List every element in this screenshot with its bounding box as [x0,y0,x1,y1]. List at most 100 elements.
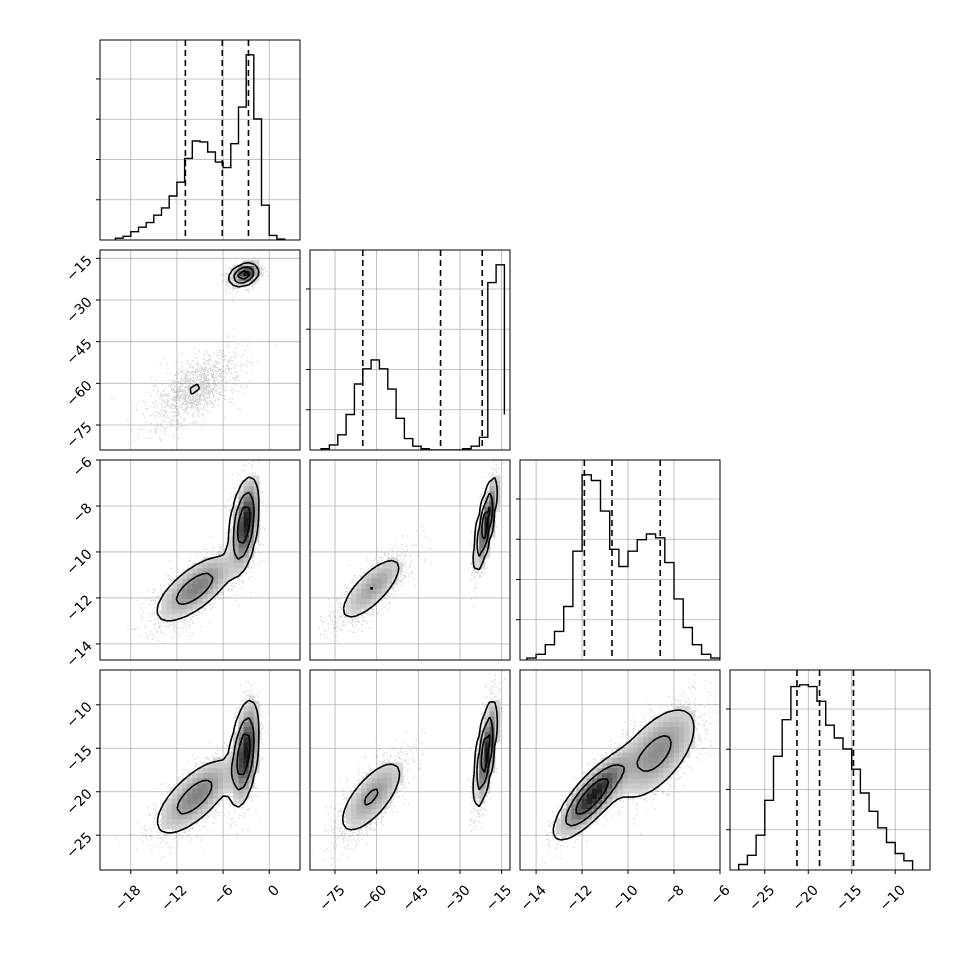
panel-content [318,460,505,641]
density-cell [689,731,695,738]
density-cell [192,777,198,784]
density-cell [479,557,485,564]
density-cell [586,803,593,809]
panel-frame [309,669,511,871]
density-cell [576,787,583,794]
density-cell [233,557,239,564]
density-cell [361,803,367,809]
density-cell [233,777,239,784]
density-cell [176,603,183,610]
density-cell [253,736,260,743]
density-cell [684,746,690,753]
density-cell [653,746,659,753]
density-cell [484,736,491,743]
density-cell [612,777,618,784]
density-cell [187,818,193,825]
contour-line [369,492,494,590]
density-cell [207,803,214,809]
density-cell [176,593,183,599]
density-cell [345,818,352,825]
density-cell [381,787,388,794]
density-cell [192,798,198,804]
density-cell [217,567,224,574]
density-cell [351,818,357,825]
density-cell [217,772,224,779]
density-cell [612,772,618,779]
density-cell [171,818,178,825]
density-cell [182,813,188,820]
density-cell [371,572,378,579]
density-cell [197,803,204,809]
density-cell [253,270,260,277]
histogram-panel-2 [516,459,721,661]
histogram-bars [114,54,286,240]
density-cell [161,818,168,825]
density-cell [356,583,362,589]
density-cell [176,608,183,615]
density-cell [248,777,255,784]
density-cell [161,598,168,605]
density-cell [586,798,593,804]
density-cell [622,752,629,758]
density-cell [345,598,352,605]
density-cell [207,588,214,594]
density-cell [668,746,675,753]
density-cell [586,818,593,825]
density-cell [581,787,588,794]
density-cell [566,829,572,835]
density-cell [484,542,491,548]
density-cell [202,598,209,605]
density-cell [474,782,480,789]
density-cell [233,793,239,799]
density-cell [366,793,373,799]
density-cell [192,588,198,594]
contour-line [156,699,260,834]
density-cell [356,787,362,794]
density-cell [202,803,209,809]
density-cell [228,542,234,548]
density-cell [663,731,670,738]
density-cell [668,711,675,717]
density-cell [217,793,224,799]
density-cell [648,731,654,738]
density-cell [596,767,603,774]
density-cell [489,716,496,722]
x-tick-label: −10 [877,882,909,914]
density-cell [228,757,234,763]
density-cell [233,762,239,768]
density-cell [484,726,491,733]
density-cell [627,782,634,789]
density-cell [648,762,654,768]
density-cell [607,793,613,799]
density-cell [223,757,229,763]
density-cell [248,516,255,523]
density-cell [182,782,188,789]
density-cell [566,823,572,830]
density-cell [602,803,608,809]
contour-line [175,491,255,606]
density-cell [192,782,198,789]
scatter-panel-0-1: −75 −60 −45 −30 −15 [63,249,301,452]
density-cell [166,588,173,594]
density-cell [238,516,245,523]
density-cell [253,260,260,266]
density-cell [381,572,388,579]
y-tick-label: −30 [63,294,95,326]
density-cell [356,603,362,610]
density-cell [586,772,593,779]
density-cell [192,598,198,605]
density-cell [653,726,659,733]
density-cell [581,803,588,809]
density-cell [192,808,198,815]
x-tick-label: −14 [517,882,549,914]
density-cell [602,793,608,799]
density-cell [217,767,224,774]
density-cell [253,475,260,482]
density-cell [371,808,378,815]
density-cell [371,588,378,594]
density-cell [632,746,639,753]
density-cell [555,823,562,830]
density-cell [617,752,624,758]
density-cell [673,736,680,743]
density-cell [202,767,209,774]
